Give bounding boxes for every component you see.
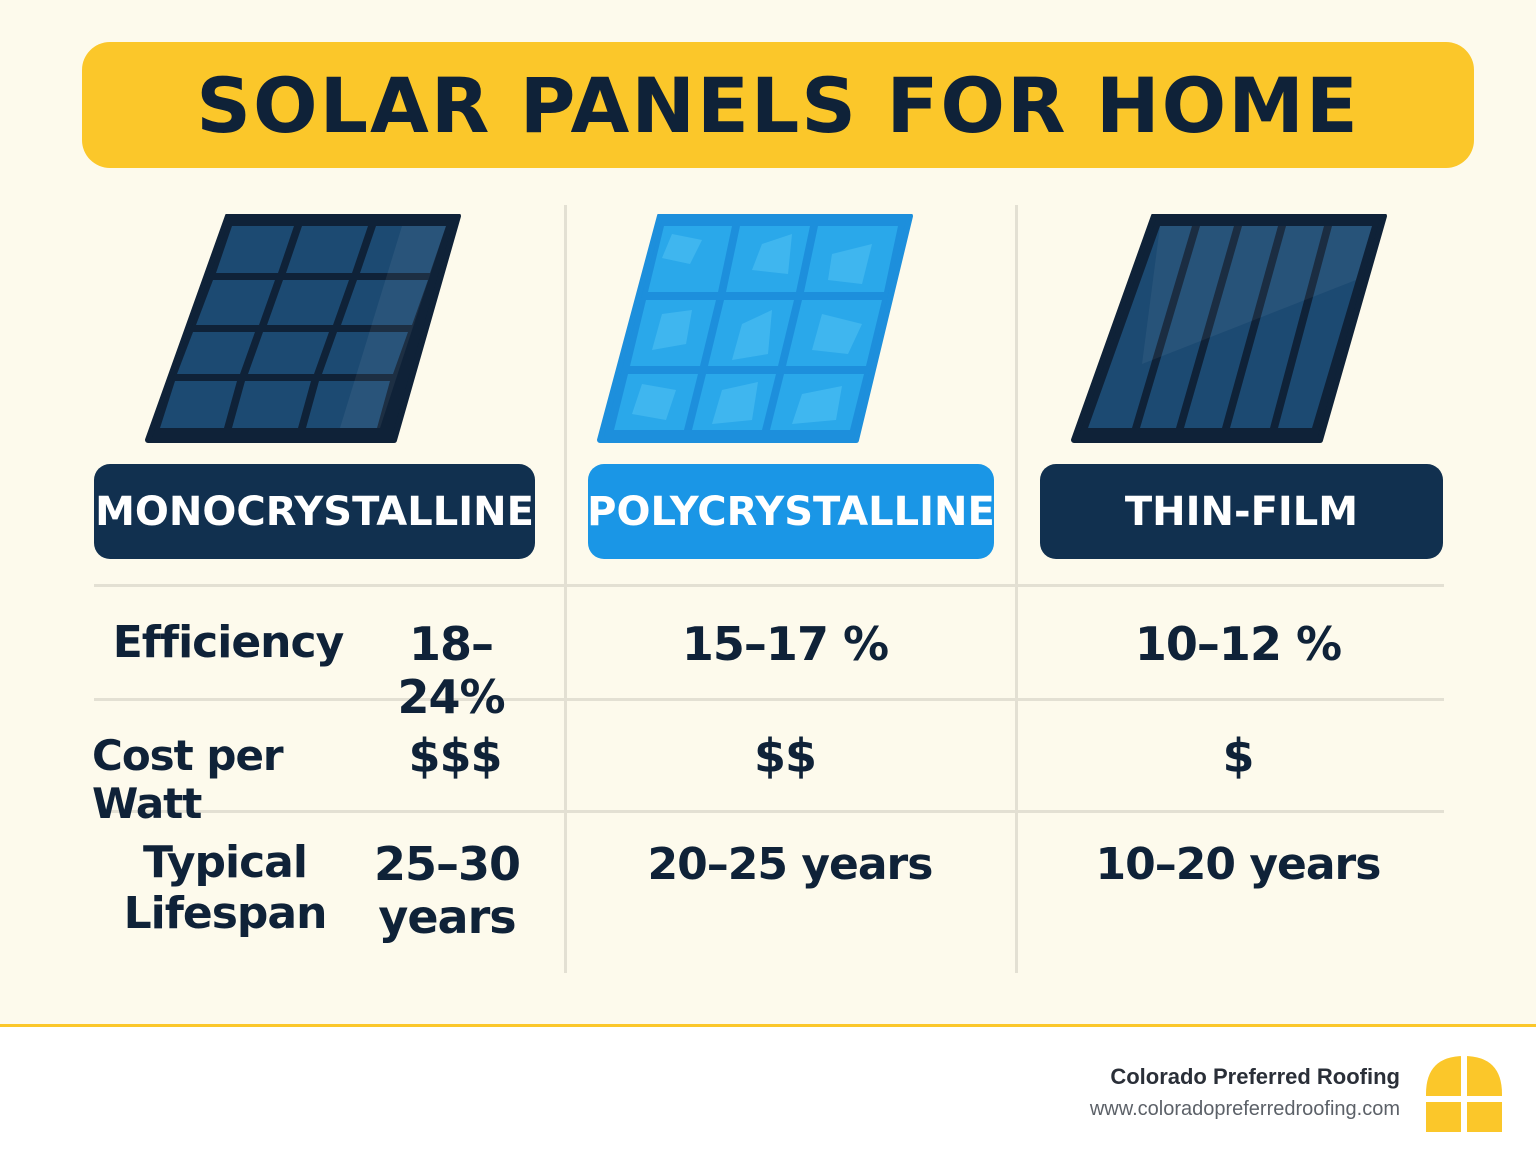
lifespan-thin-film: 10–20 years [1095, 839, 1382, 890]
thin-film-panel-icon [1071, 214, 1387, 443]
row-label-efficiency: Efficiency [112, 617, 345, 668]
row-divider [104, 810, 1444, 813]
cost-polycrystalline: $$ [753, 729, 817, 783]
company-url[interactable]: www.coloradopreferredroofing.com [1089, 1098, 1400, 1120]
lifespan-monocrystalline-line2: years [378, 889, 516, 944]
company-name: Colorado Preferred Roofing [1110, 1064, 1400, 1089]
title-banner: SOLAR PANELS FOR HOME [82, 42, 1474, 168]
row-divider [94, 698, 1444, 701]
window-logo-icon [1426, 1056, 1502, 1132]
efficiency-polycrystalline: 15–17 % [681, 617, 889, 671]
column-divider [564, 205, 567, 973]
header-monocrystalline: MONOCRYSTALLINE [94, 464, 535, 559]
lifespan-monocrystalline: 25–30 years [352, 838, 542, 944]
row-label-lifespan-line1: Typical [143, 837, 308, 888]
header-polycrystalline: POLYCRYSTALLINE [587, 464, 995, 559]
row-label-cost: Cost per Watt [92, 731, 284, 829]
row-divider [94, 584, 1444, 587]
polycrystalline-panel-icon [597, 214, 913, 443]
footer-divider [0, 1024, 1536, 1027]
footer [0, 1027, 1536, 1154]
row-label-lifespan-line2: Lifespan [123, 887, 328, 939]
page-title: SOLAR PANELS FOR HOME [196, 60, 1360, 150]
column-divider [1015, 205, 1018, 973]
efficiency-monocrystalline: 18–24% [397, 617, 505, 724]
header-thin-film: THIN-FILM [1040, 464, 1443, 559]
row-label-lifespan: Typical Lifespan [110, 837, 340, 939]
lifespan-monocrystalline-line1: 25–30 [373, 837, 521, 891]
lifespan-polycrystalline: 20–25 years [647, 839, 934, 890]
cost-monocrystalline: $$$ [408, 729, 502, 783]
monocrystalline-panel-icon [145, 214, 461, 443]
efficiency-thin-film: 10–12 % [1134, 617, 1342, 671]
cost-thin-film: $ [1222, 729, 1254, 783]
